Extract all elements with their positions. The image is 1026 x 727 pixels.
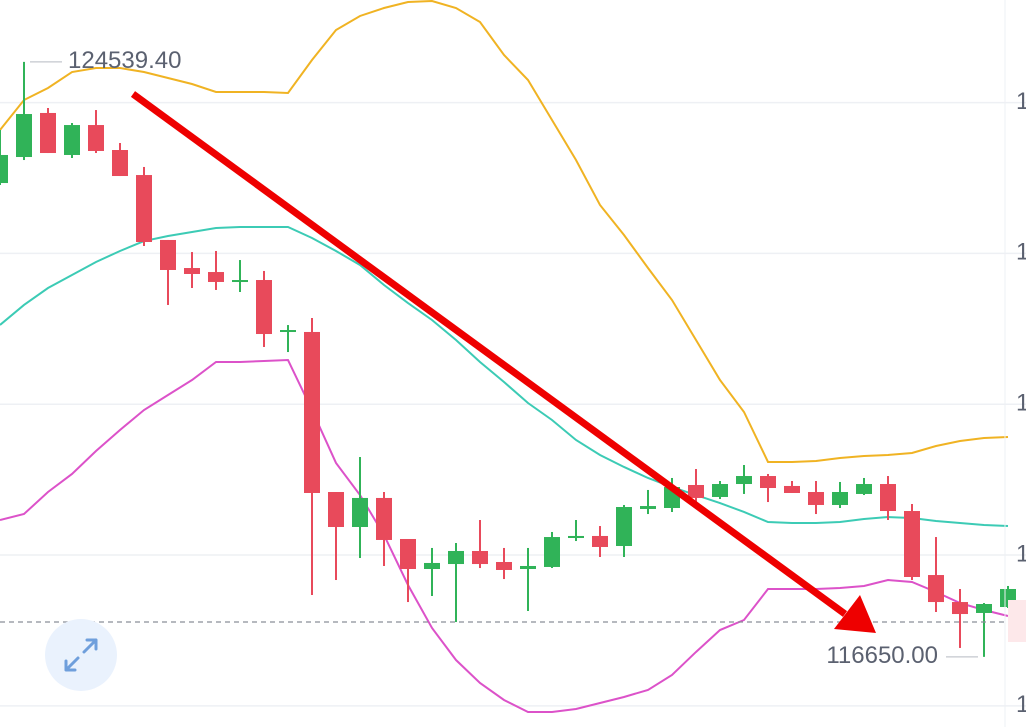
candle-body: [136, 175, 152, 243]
candle-body: [400, 538, 416, 570]
candle-body: [232, 280, 248, 283]
candle-body: [88, 125, 104, 151]
candle-body: [496, 561, 512, 570]
candle-body: [904, 511, 920, 577]
y-tick-label: 120000: [1016, 390, 1026, 417]
y-tick-label: 122000: [1016, 239, 1026, 266]
candle-body: [304, 331, 320, 493]
trend-arrow: [130, 91, 848, 617]
bands: [0, 0, 1009, 713]
candle-body: [616, 507, 632, 547]
candle-body: [832, 492, 848, 505]
candle-body: [328, 492, 344, 527]
candle-body: [424, 562, 440, 570]
overlay: 116000 118000 120000 122000 124000 124539.40 1…: [0, 47, 1026, 718]
candle-body: [40, 112, 56, 154]
candle-body: [64, 125, 80, 155]
annotation-label: 116650.00: [826, 642, 938, 669]
expand-button[interactable]: [45, 619, 117, 691]
candle-body: [592, 535, 608, 547]
candle-body: [16, 114, 32, 158]
candle-body: [256, 280, 272, 335]
candle-body: [952, 602, 968, 615]
band-line: [0, 0, 1009, 463]
candle-body: [880, 484, 896, 512]
candle-body: [112, 150, 128, 177]
price-tag: [1008, 600, 1026, 642]
candle-body: [208, 272, 224, 282]
candle-body: [928, 575, 944, 603]
candle-body: [184, 268, 200, 274]
candle-body: [568, 535, 584, 539]
candle-body: [760, 476, 776, 489]
y-tick-label: 116000: [1016, 691, 1026, 718]
candle-body: [784, 485, 800, 493]
y-tick-label: 124000: [1016, 88, 1026, 115]
annotation-label: 124539.40: [68, 47, 181, 74]
candle-body: [376, 497, 392, 540]
candle-body: [712, 484, 728, 497]
band-line: [0, 359, 1009, 713]
candle-body: [544, 537, 560, 567]
candle-body: [352, 497, 368, 527]
candle-body: [640, 506, 656, 509]
candles: [0, 61, 1016, 657]
expand-button-bg[interactable]: [45, 619, 117, 691]
candle-body: [472, 550, 488, 565]
candle-body: [736, 476, 752, 485]
candle-body: [856, 484, 872, 494]
candle-body: [448, 550, 464, 565]
trend-arrow-head: [834, 595, 876, 633]
band-line: [0, 225, 1009, 528]
candle-body: [688, 484, 704, 498]
y-tick-label: 118000: [1016, 540, 1026, 567]
candle-body: [0, 154, 8, 184]
candle-body: [520, 565, 536, 570]
candle-body: [976, 603, 992, 613]
candle-body: [160, 239, 176, 270]
candle-body: [280, 330, 296, 333]
expand-icon[interactable]: [64, 638, 98, 672]
candle-body: [808, 492, 824, 505]
